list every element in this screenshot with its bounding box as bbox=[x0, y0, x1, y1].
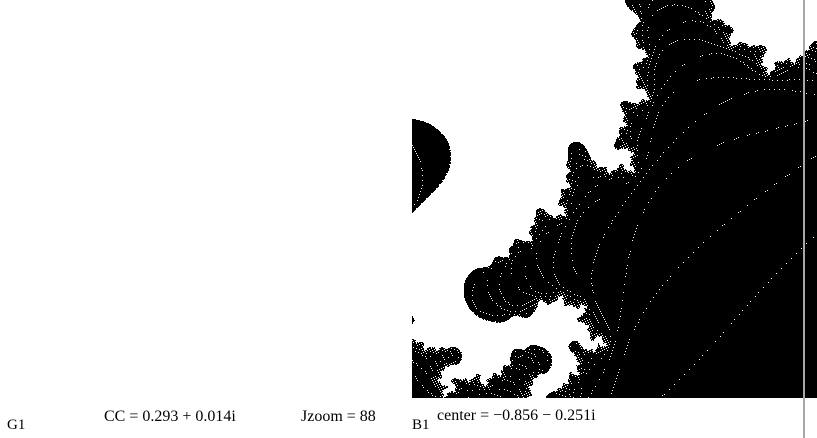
window-divider-line bbox=[803, 0, 805, 438]
cc-parameter-label: CC = 0.293 + 0.014i bbox=[104, 408, 236, 425]
right-pane-label: B1 bbox=[412, 417, 430, 433]
left-pane-label: G1 bbox=[7, 417, 26, 433]
julia-fractal-image[interactable] bbox=[0, 0, 408, 399]
jzoom-parameter-label: Jzoom = 88 bbox=[301, 408, 376, 425]
mandelbrot-fractal-image-inverted[interactable] bbox=[412, 0, 817, 398]
center-parameter-label: center = −0.856 − 0.251i bbox=[437, 407, 596, 424]
